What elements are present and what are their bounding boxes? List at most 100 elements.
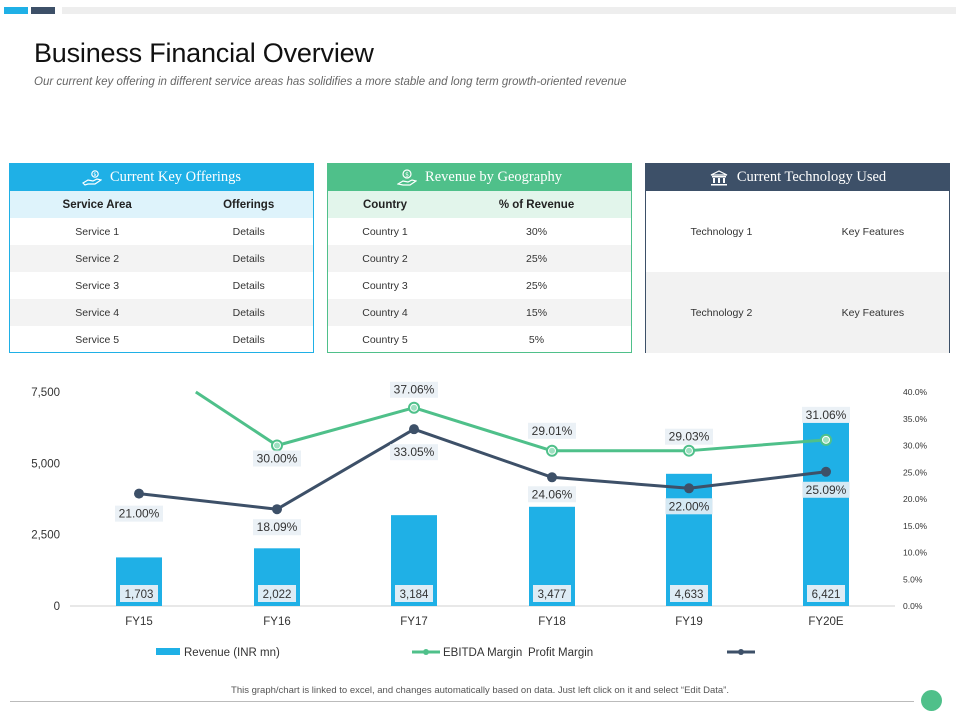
- ebitda-margin-marker-inner: [274, 442, 280, 449]
- table-cell: Technology 2: [646, 272, 797, 353]
- institution-icon: [710, 169, 728, 185]
- revenue-bar-label: 3,477: [538, 589, 567, 601]
- table-cell: 25%: [526, 279, 548, 292]
- table-cell: Country 2: [328, 245, 443, 272]
- ebitda-margin-marker-inner: [549, 447, 555, 454]
- profit-margin-marker: [547, 472, 557, 483]
- hand-dollar-icon: $: [397, 168, 418, 186]
- column-header: Country: [328, 191, 443, 218]
- key-offerings-header: $ Current Key Offerings: [10, 164, 313, 191]
- legend-label-revenue: Revenue (INR mn): [184, 647, 280, 659]
- table-cell: Service 2: [10, 245, 185, 272]
- table-row: Country 2 25%: [328, 245, 631, 272]
- revenue-bar: [803, 422, 849, 606]
- bar-label-box: [258, 585, 296, 602]
- table-row: Technology 2 Key Features: [646, 272, 949, 353]
- table-cell: Details: [232, 333, 265, 346]
- line-label-box: [802, 481, 850, 498]
- revenue-bar-label: 4,633: [675, 589, 704, 601]
- profit-margin-label: 24.06%: [532, 487, 573, 501]
- right-axis-tick-label: 25.0%: [903, 467, 928, 477]
- line-label-box: [115, 505, 163, 522]
- right-axis-tick-label: 35.0%: [903, 414, 928, 424]
- accent-segment-gray: [62, 7, 956, 14]
- table-cell: Service 3: [75, 279, 120, 292]
- right-axis-tick-label: 30.0%: [903, 441, 928, 451]
- table-cell: Country 4: [328, 299, 443, 326]
- legend-marker-ebitda: [423, 649, 429, 655]
- right-axis-tick-label: 40.0%: [903, 387, 928, 397]
- svg-text:$: $: [93, 172, 96, 178]
- key-offerings-table: Service Area Offerings Service 1 Details…: [10, 191, 313, 353]
- revenue-geography-title: Revenue by Geography: [425, 169, 562, 185]
- ebitda-margin-marker-inner: [411, 404, 417, 411]
- left-axis-tick-label: 0: [54, 601, 60, 613]
- table-row: Service 3 Details: [10, 272, 313, 299]
- page-title: Business Financial Overview: [34, 38, 374, 68]
- accent-segment-blue: [4, 7, 28, 14]
- profit-margin-marker: [409, 424, 419, 435]
- table-cell: Service 1: [75, 225, 120, 238]
- profit-margin-label: 21.00%: [119, 507, 160, 521]
- page-subtitle: Our current key offering in different se…: [34, 76, 627, 88]
- ebitda-margin-line: [194, 390, 827, 453]
- table-row: Service 2 Details: [10, 245, 313, 272]
- accent-segment-navy: [31, 7, 55, 14]
- revenue-bar-label: 2,022: [263, 589, 292, 601]
- right-axis-tick-label: 10.0%: [903, 548, 928, 558]
- table-cell: Details: [232, 279, 265, 292]
- table-cell: Service 5: [75, 333, 120, 346]
- legend-marker-profit: [738, 649, 744, 655]
- accent-dot: [921, 690, 942, 711]
- revenue-geography-panel: $ Revenue by Geography Country % of Reve…: [327, 163, 632, 353]
- line-label-box: [665, 428, 713, 445]
- bar-label-box: [120, 585, 158, 602]
- bar-label-box: [670, 585, 708, 602]
- profit-margin-marker: [684, 483, 694, 494]
- table-cell: 5%: [528, 333, 545, 346]
- legend-label-ebitda: EBITDA Margin: [443, 647, 522, 659]
- line-label-box: [528, 422, 576, 439]
- table-cell: Country 1: [362, 225, 408, 238]
- line-label-box: [802, 406, 850, 423]
- table-row: Service 1 Details: [10, 218, 313, 245]
- line-label-box: [528, 486, 576, 503]
- key-offerings-title: Current Key Offerings: [109, 169, 241, 185]
- left-axis-tick-label: 5,000: [31, 458, 60, 470]
- technology-title: Current Technology Used: [736, 169, 887, 185]
- right-axis-tick-label: 20.0%: [903, 494, 928, 504]
- svg-text:$: $: [405, 171, 409, 178]
- ebitda-margin-label: 29.03%: [669, 430, 710, 444]
- table-row: Service 4 Details: [10, 299, 313, 326]
- revenue-geography-header: $ Revenue by Geography: [328, 164, 631, 191]
- profit-margin-label: 22.00%: [669, 499, 710, 513]
- revenue-bar-label: 1,703: [125, 589, 154, 601]
- table-cell: 15%: [442, 299, 631, 326]
- profit-margin-marker: [821, 466, 831, 477]
- ebitda-margin-marker-inner: [823, 436, 829, 443]
- table-cell: Key Features: [841, 225, 905, 238]
- column-header: Service Area: [10, 191, 185, 218]
- right-axis-tick-label: 5.0%: [903, 574, 923, 584]
- column-header: % of Revenue: [442, 191, 631, 218]
- left-axis-tick-label: 7,500: [31, 387, 60, 399]
- technology-header: Current Technology Used: [646, 164, 949, 191]
- footer-note: This graph/chart is linked to excel, and…: [231, 685, 729, 696]
- revenue-margin-chart: 0 2,500 5,000 7,500 0.0% 5.0% 10.0% 15.0% 20.0% 2…: [31, 381, 928, 659]
- table-header-row: Country % of Revenue: [328, 191, 631, 218]
- table-row: Country 1 30%: [328, 218, 631, 245]
- x-axis-tick-label: FY19: [675, 616, 703, 628]
- table-cell: Service 4: [10, 299, 185, 326]
- table-row: Country 4 15%: [328, 299, 631, 326]
- column-header: Offerings: [184, 191, 313, 218]
- bar-label-box: [395, 585, 433, 602]
- profit-margin-label: 18.09%: [257, 520, 298, 534]
- revenue-bar-label: 3,184: [400, 589, 429, 601]
- table-header-row: Service Area Offerings: [10, 191, 313, 218]
- revenue-geography-table: Country % of Revenue Country 1 30% Count…: [328, 191, 631, 353]
- ebitda-margin-label: 30.00%: [257, 452, 298, 466]
- bar-label-box: [807, 585, 845, 602]
- line-label-box: [665, 498, 713, 515]
- line-label-box: [390, 444, 438, 461]
- left-axis-tick-label: 2,500: [31, 530, 60, 542]
